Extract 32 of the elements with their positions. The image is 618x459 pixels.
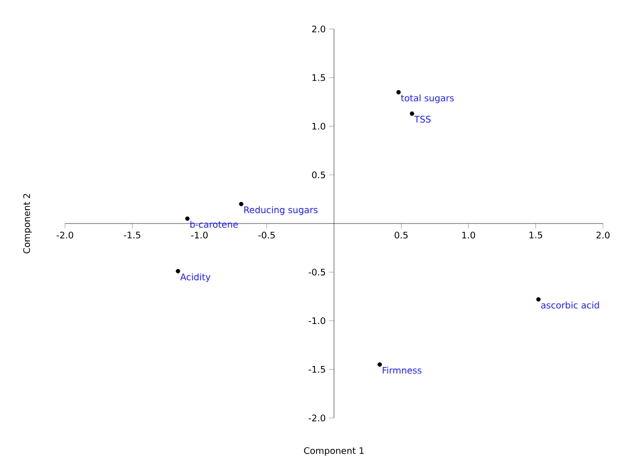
x-tick-label: -0.5	[258, 232, 275, 239]
x-tick-label: 1.0	[462, 232, 476, 239]
x-axis-title: Component 1	[304, 447, 364, 456]
x-tick-label: 1.5	[530, 232, 542, 238]
x-tick-label: -1.5	[124, 232, 140, 238]
x-tick-label: 2.0	[596, 232, 610, 239]
point	[185, 216, 190, 221]
y-tick-label: 0.5	[312, 171, 326, 178]
y-tick-label: 1.5	[312, 74, 326, 81]
x-tick-label: 0.5	[394, 232, 408, 239]
y-tick-label: -2.0	[308, 414, 326, 422]
point	[238, 202, 244, 206]
point	[536, 297, 541, 302]
y-tick-label: -1.5	[308, 366, 326, 373]
annotation: TSS	[414, 116, 431, 123]
point	[410, 111, 414, 116]
x-tick-label: -1.0	[191, 232, 208, 239]
annotation: Firmness	[382, 366, 422, 374]
annotation: Reducing sugars	[244, 206, 318, 215]
annotation: b-carotene	[190, 220, 238, 228]
y-tick-label: 2.0	[312, 26, 326, 32]
point	[176, 268, 180, 274]
y-axis-title: Component 2	[23, 194, 32, 254]
annotation: Acidity	[180, 273, 210, 282]
annotation: ascorbic acid	[541, 302, 599, 309]
y-tick-label: -0.5	[308, 268, 326, 276]
point	[378, 362, 382, 367]
y-tick-label: 1.0	[312, 122, 326, 130]
annotation: total sugars	[400, 94, 454, 104]
y-tick-label: -1.0	[308, 317, 326, 324]
point	[396, 90, 401, 94]
x-tick-label: -2.0	[56, 232, 74, 239]
